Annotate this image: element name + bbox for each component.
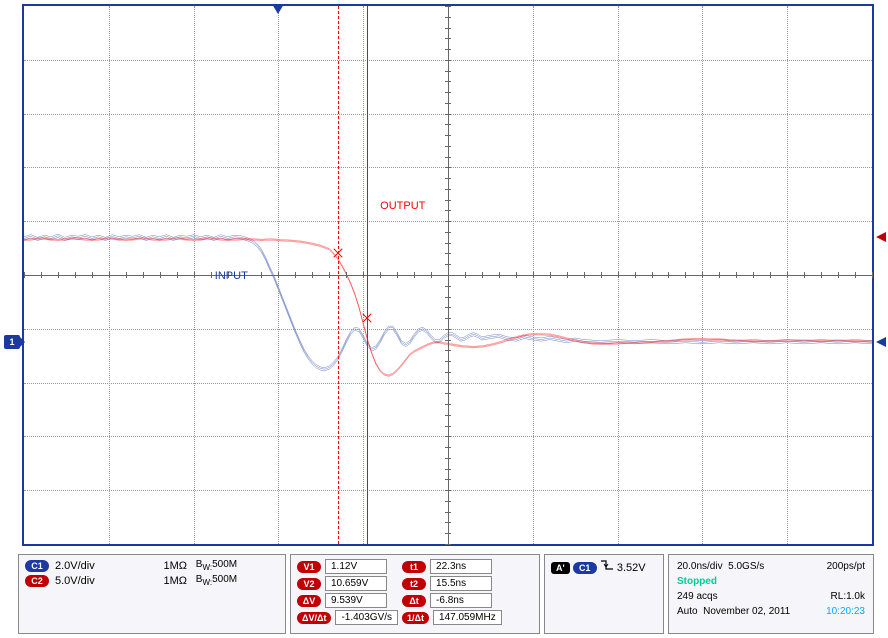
measurement-v1: V1 1.12V [297, 559, 398, 574]
trigger-level: 3.52V [617, 562, 646, 574]
bottom-panel: C1 2.0V/div 1MΩ BW:500M C2 5.0V/div 1MΩ BW:50… [18, 554, 874, 634]
channel-1-row[interactable]: C1 2.0V/div 1MΩ BW:500M [25, 559, 279, 572]
channel-2-row[interactable]: C2 5.0V/div 1MΩ BW:500M [25, 574, 279, 587]
cursor-line-2[interactable] [367, 6, 368, 544]
channel-2-badge: C2 [25, 575, 49, 587]
meas-badge: Δt [402, 595, 426, 607]
cursor-intersect-2 [361, 312, 373, 324]
channel-1-vdiv: 2.0V/div [55, 560, 111, 572]
trigger-mode: Auto [677, 606, 698, 617]
measurement-t1: t1 22.3ns [402, 559, 502, 574]
channel-1-gnd-arrow [876, 337, 886, 347]
measurements-col-voltage: V1 1.12V V2 10.659V ΔV 9.539V ΔV/Δt -1.403GV/s [297, 559, 398, 629]
channel-2-gnd-arrow [876, 232, 886, 242]
measurement-t2: t2 15.5ns [402, 576, 502, 591]
status-panel: 20.0ns/div 5.0GS/s 200ps/pt Stopped 249 … [668, 554, 874, 634]
meas-badge: V1 [297, 561, 321, 573]
meas-badge: V2 [297, 578, 321, 590]
acq-status: Stopped [677, 574, 865, 589]
channel-1-badge: C1 [25, 560, 49, 572]
trigger-source-badge: C1 [573, 562, 597, 574]
resolution: 200ps/pt [827, 559, 865, 574]
meas-value: 15.5ns [430, 576, 492, 591]
measurement-vt: ΔV/Δt -1.403GV/s [297, 610, 398, 625]
measurement-v2: V2 10.659V [297, 576, 398, 591]
meas-badge: ΔV/Δt [297, 612, 331, 624]
channel-2-coupling: 1MΩ [117, 575, 187, 587]
meas-badge: ΔV [297, 595, 321, 607]
measurement-t: Δt -6.8ns [402, 593, 502, 608]
record-length: RL:1.0k [831, 589, 865, 604]
label-output: OUTPUT [380, 200, 425, 212]
meas-value: 147.059MHz [433, 610, 502, 625]
channel-2-vdiv: 5.0V/div [55, 575, 111, 587]
meas-value: -1.403GV/s [335, 610, 398, 625]
cursor-intersect-1 [332, 247, 344, 259]
meas-value: 1.12V [325, 559, 387, 574]
plot-area[interactable]: 1INPUTOUTPUT [22, 4, 874, 546]
falling-edge-icon [600, 559, 614, 571]
sample-rate: 5.0GS/s [728, 561, 764, 572]
trigger-panel: A' C1 3.52V [544, 554, 664, 634]
time: 10:20:23 [826, 604, 865, 619]
measurements-panel: V11.12VV210.659VΔV9.539VΔV/Δt-1.403GV/s … [290, 554, 540, 634]
timebase-div: 20.0ns/div [677, 561, 723, 572]
trigger-position-marker[interactable] [272, 4, 284, 14]
channel-1-bandwidth: BW:500M [193, 559, 237, 572]
meas-value: 9.539V [325, 593, 387, 608]
oscilloscope-screen: 1 INPUT OUTPUT C1 2.0V/div 1MΩ BW:500M C2 5.0V… [0, 0, 888, 638]
channel-1-marker[interactable]: 1 [4, 335, 20, 349]
channel-panel: C1 2.0V/div 1MΩ BW:500M C2 5.0V/div 1MΩ BW:50… [18, 554, 286, 634]
meas-badge: t1 [402, 561, 426, 573]
meas-value: -6.8ns [430, 593, 492, 608]
measurement-v: ΔV 9.539V [297, 593, 398, 608]
meas-value: 10.659V [325, 576, 387, 591]
meas-badge: 1/Δt [402, 612, 429, 624]
label-input: INPUT [215, 270, 248, 282]
measurements-col-time: t1 22.3ns t2 15.5ns Δt -6.8ns1/Δt 147.059MHz [402, 559, 502, 629]
channel-2-bandwidth: BW:500M [193, 574, 237, 587]
meas-value: 22.3ns [430, 559, 492, 574]
meas-badge: t2 [402, 578, 426, 590]
acq-count: 249 acqs [677, 591, 718, 602]
measurement-1t: 1/Δt 147.059MHz [402, 610, 502, 625]
cursor-line-1[interactable] [338, 6, 339, 544]
trigger-a-badge: A' [551, 562, 570, 574]
date: November 02, 2011 [703, 606, 790, 617]
channel-1-coupling: 1MΩ [117, 560, 187, 572]
